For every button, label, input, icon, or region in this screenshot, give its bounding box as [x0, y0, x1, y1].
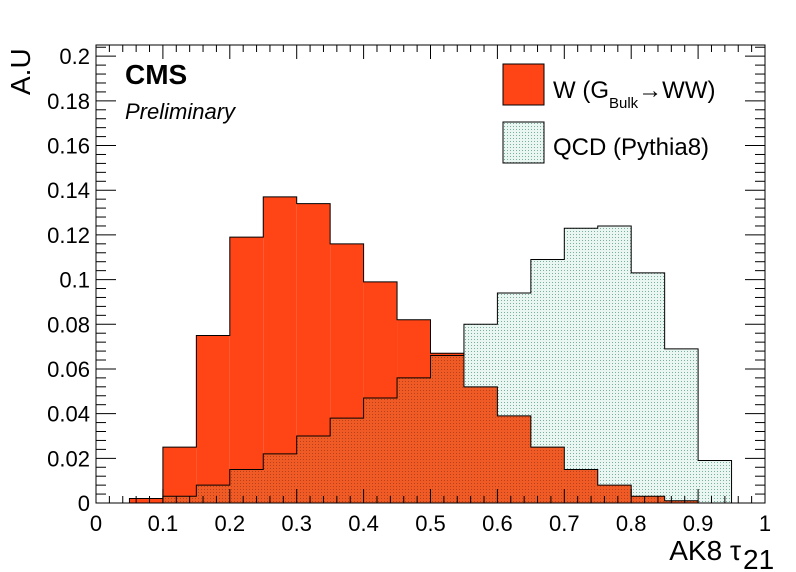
- x-tick-label: 1: [759, 511, 771, 536]
- qcd-bar: [631, 272, 665, 497]
- cms-label: CMS: [125, 59, 187, 90]
- y-tick-label: 0: [78, 491, 90, 516]
- legend-label-w: W (GBulk→WW): [553, 77, 715, 112]
- y-tick-label: 0.04: [47, 402, 90, 427]
- w-bar: [196, 335, 230, 503]
- qcd-bar-overlap: [631, 496, 665, 503]
- y-tick-label: 0.08: [47, 312, 90, 337]
- y-tick-label: 0.1: [59, 268, 90, 293]
- y-axis-title: A.U: [5, 48, 36, 95]
- qcd-bar: [597, 225, 632, 486]
- x-tick-label: 0: [90, 511, 102, 536]
- qcd-bar: [564, 228, 598, 470]
- x-axis-ticks: 0 0.1 0.2 0.3 0.4 0.5 0.6 0.7 0.8 0.9 1: [90, 45, 771, 536]
- y-tick-label: 0.16: [47, 134, 90, 159]
- x-tick-label: 0.6: [482, 511, 513, 536]
- legend-swatch-qcd: [502, 121, 545, 164]
- qcd-bar-overlap: [330, 418, 364, 503]
- w-step-outline: [128, 196, 732, 504]
- qcd-bar-overlap: [363, 397, 398, 503]
- x-tick-label: 0.8: [616, 511, 647, 536]
- y-tick-label: 0.2: [59, 44, 90, 69]
- qcd-bar-overlap: [296, 435, 331, 503]
- x-tick-label: 0.7: [549, 511, 580, 536]
- preliminary-label: Preliminary: [125, 99, 237, 124]
- qcd-bar-overlap: [430, 355, 464, 503]
- x-tick-label: 0.2: [215, 511, 246, 536]
- qcd-bar: [530, 259, 565, 448]
- legend-w-name: W (G: [553, 77, 609, 104]
- legend-label-qcd: QCD (Pythia8): [553, 134, 709, 161]
- x-axis-title-subscript: 21: [743, 544, 774, 572]
- legend-w-subscript: Bulk: [609, 95, 639, 112]
- qcd-bar-overlap: [564, 469, 598, 503]
- qcd-bar-overlap: [263, 453, 297, 503]
- legend-w-suffix: →WW): [638, 77, 715, 104]
- y-axis-ticks: 0 0.02 0.04 0.06 0.08 0.1 0.12 0.14 0.16 0.18 0.2: [47, 44, 765, 516]
- y-tick-label: 0.18: [47, 89, 90, 114]
- qcd-bar-overlap: [497, 415, 531, 503]
- w-bar: [162, 447, 197, 503]
- w-bar: [129, 498, 163, 503]
- qcd-series-outline: [129, 225, 733, 504]
- x-tick-label: 0.1: [148, 511, 179, 536]
- qcd-bar-overlap: [597, 485, 632, 503]
- w-series-outline: [128, 196, 732, 504]
- qcd-bar-overlap: [664, 500, 699, 503]
- qcd-bar-overlap: [196, 485, 230, 503]
- legend-swatch-w: [502, 63, 545, 106]
- qcd-series: [162, 225, 732, 503]
- qcd-bar: [463, 324, 498, 387]
- qcd-bar-overlap: [397, 377, 431, 503]
- qcd-bar: [698, 460, 732, 503]
- w-bar: [229, 237, 264, 503]
- qcd-bar-overlap: [229, 469, 264, 503]
- qcd-bar-overlap: [530, 447, 565, 503]
- qcd-bar-overlap: [463, 386, 498, 503]
- x-tick-label: 0.4: [348, 511, 379, 536]
- x-tick-label: 0.3: [281, 511, 312, 536]
- y-tick-label: 0.14: [47, 178, 90, 203]
- qcd-bar-overlap: [162, 496, 197, 503]
- x-tick-label: 0.9: [683, 511, 714, 536]
- x-axis-title: AK8 τ: [669, 535, 741, 566]
- w-bar: [263, 196, 297, 504]
- qcd-bar: [497, 292, 531, 416]
- y-tick-label: 0.12: [47, 223, 90, 248]
- y-tick-label: 0.06: [47, 357, 90, 382]
- y-tick-label: 0.02: [47, 446, 90, 471]
- qcd-step-outline: [129, 225, 733, 504]
- x-tick-label: 0.5: [415, 511, 446, 536]
- qcd-bar: [664, 348, 699, 501]
